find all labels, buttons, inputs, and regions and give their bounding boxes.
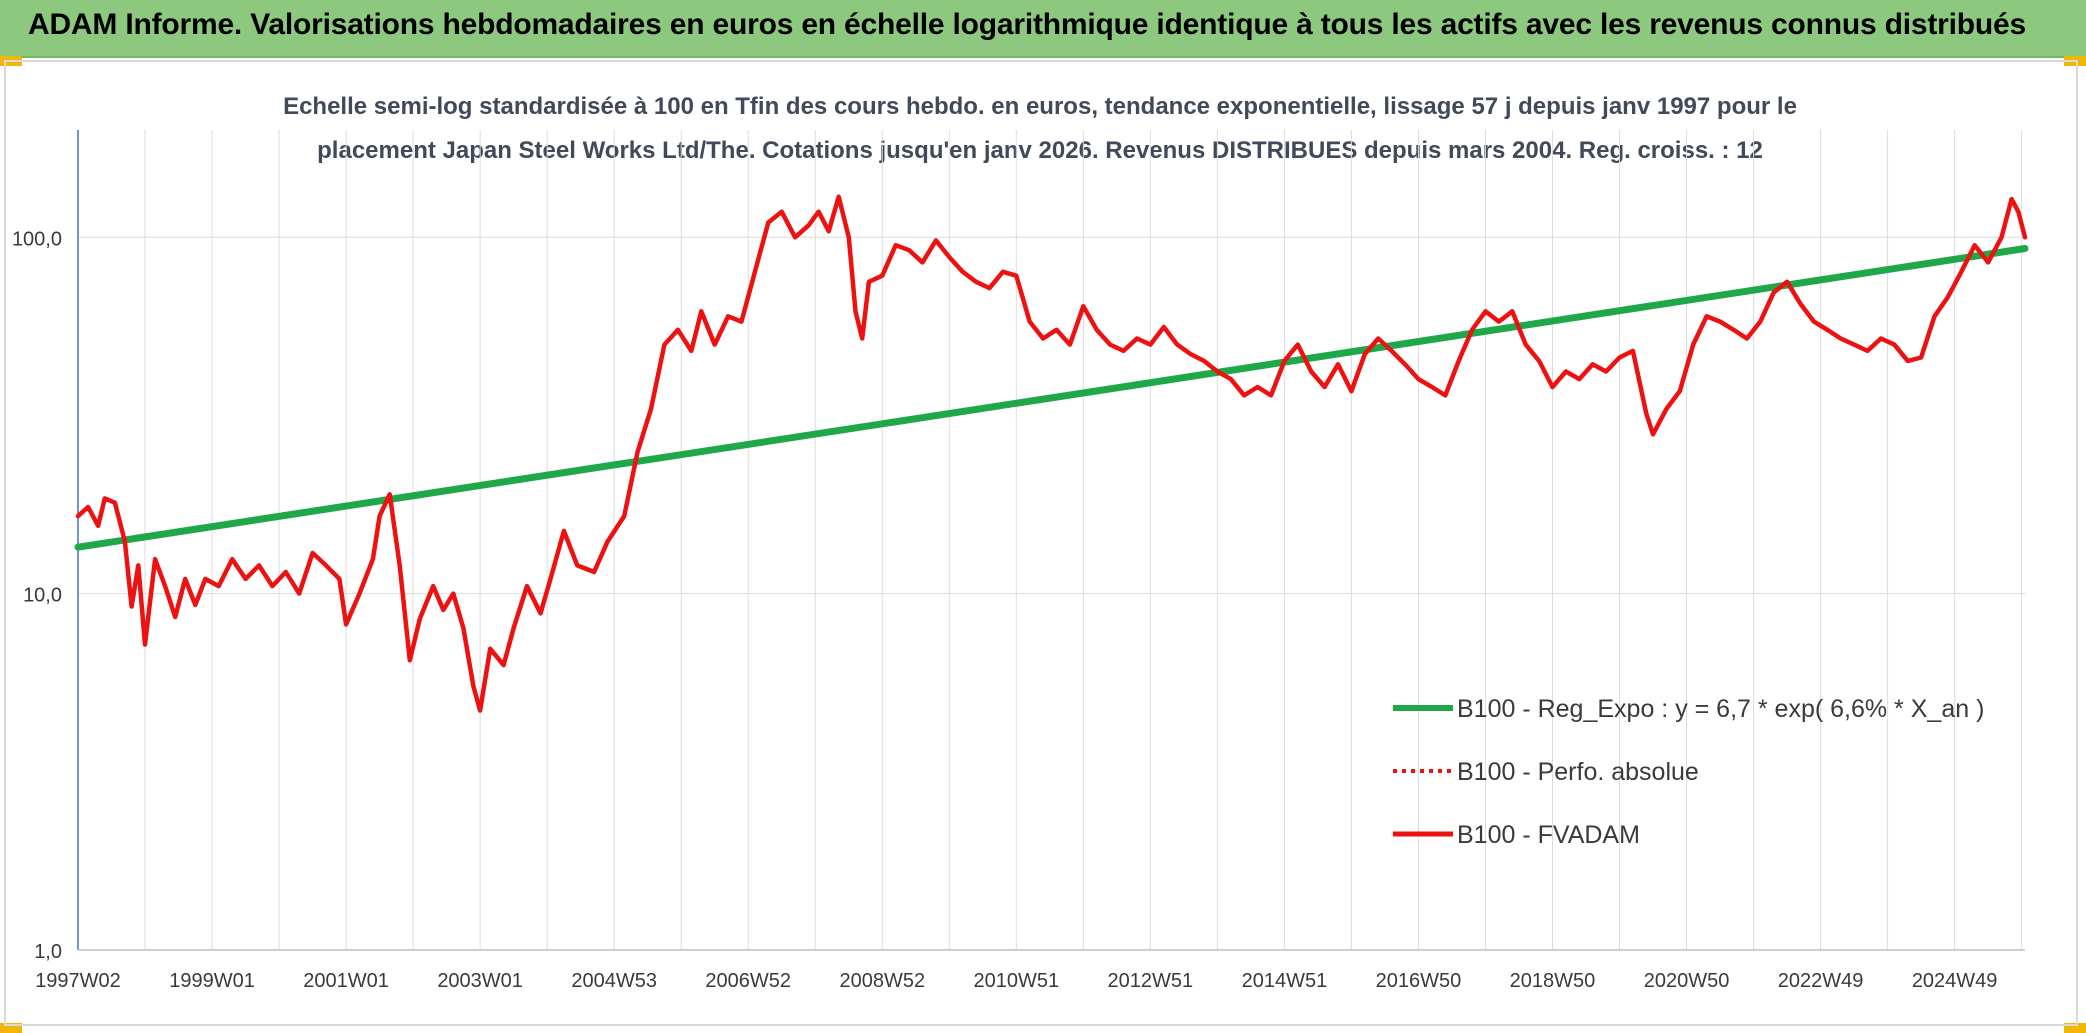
series-layer xyxy=(74,194,2029,713)
x-tick-label: 2006W52 xyxy=(705,970,791,992)
x-tick-label: 2014W51 xyxy=(1242,970,1328,992)
x-tick-label: 2024W49 xyxy=(1912,970,1998,992)
chart-title-line-1: Echelle semi-log standardisée à 100 en T… xyxy=(283,93,1797,120)
x-tick-label: 2004W53 xyxy=(571,970,657,992)
y-tick-label: 1,0 xyxy=(34,941,62,963)
x-tick-label: 2008W52 xyxy=(839,970,925,992)
x-tick-label: 2020W50 xyxy=(1644,970,1730,992)
x-tick-label: 1999W01 xyxy=(169,970,255,992)
y-tick-label: 100,0 xyxy=(12,228,62,250)
corner-accent-bottom-right xyxy=(2064,1023,2086,1033)
chart-frame xyxy=(4,60,2078,1026)
x-tick-label: 1997W02 xyxy=(35,970,121,992)
x-tick-label: 2018W50 xyxy=(1510,970,1596,992)
corner-accent-bottom-left xyxy=(0,1023,22,1033)
header-bar: ADAM Informe. Valorisations hebdomadaire… xyxy=(0,0,2086,58)
regression-line xyxy=(74,245,2029,551)
legend-label-fvadam: B100 - FVADAM xyxy=(1457,821,1640,849)
x-tick-label: 2010W51 xyxy=(974,970,1060,992)
legend-label-regression: B100 - Reg_Expo : y = 6,7 * exp( 6,6% * … xyxy=(1457,695,1984,723)
axes: 1,0 10,0 100,0 1997W02 1999W01 2001W01 2003W01… xyxy=(12,130,2025,992)
y-tick-label: 10,0 xyxy=(23,585,62,607)
fvadam-line xyxy=(75,194,2028,713)
legend-label-perfo: B100 - Perfo. absolue xyxy=(1457,758,1699,786)
x-tick-label: 2012W51 xyxy=(1108,970,1194,992)
legend: B100 - Reg_Expo : y = 6,7 * exp( 6,6% * … xyxy=(1393,695,1984,849)
grid xyxy=(77,130,2025,951)
x-tick-label: 2016W50 xyxy=(1376,970,1462,992)
x-tick-label: 2001W01 xyxy=(303,970,389,992)
chart-title-line-2: placement Japan Steel Works Ltd/The. Cot… xyxy=(317,137,1763,164)
page-title: ADAM Informe. Valorisations hebdomadaire… xyxy=(28,8,2026,41)
x-tick-label: 2003W01 xyxy=(437,970,523,992)
x-tick-label: 2022W49 xyxy=(1778,970,1864,992)
